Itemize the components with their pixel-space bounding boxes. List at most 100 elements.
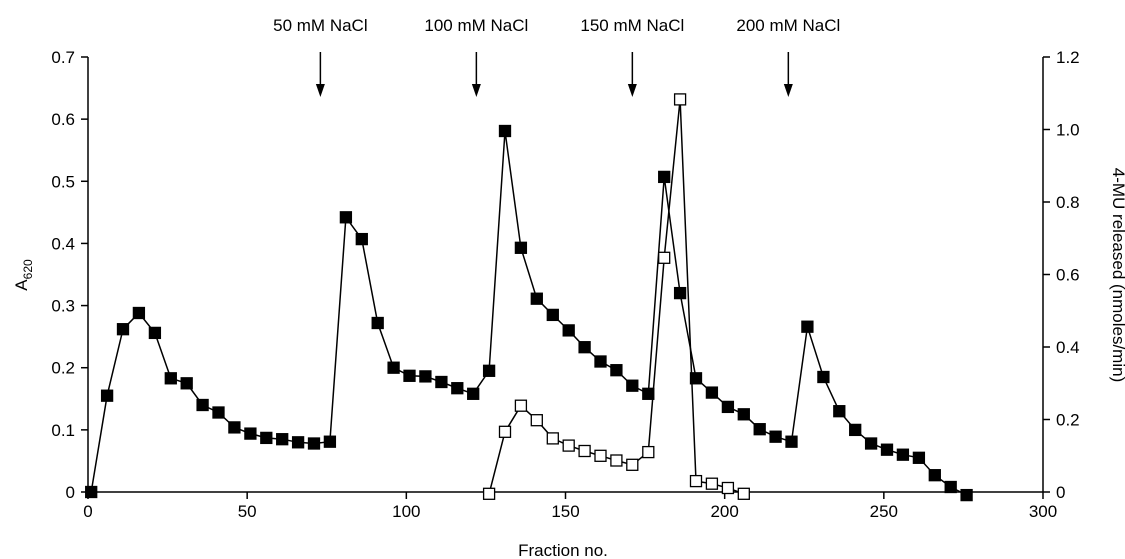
x-axis-label: Fraction no. xyxy=(518,541,608,559)
y-tick-label: 0.5 xyxy=(51,172,75,191)
series-1-point xyxy=(244,427,257,440)
series-1-point xyxy=(626,379,639,392)
series-2-point xyxy=(705,477,719,490)
x-tick-label: 300 xyxy=(1029,502,1057,521)
series-1-point xyxy=(260,431,273,445)
series-2-point xyxy=(546,432,559,445)
y2-tick-label: 0.2 xyxy=(1056,411,1080,430)
series-1-point xyxy=(196,398,209,412)
series-2-point xyxy=(498,425,512,438)
series-2-point xyxy=(610,454,623,467)
series-1-point xyxy=(610,364,623,377)
series-2-point xyxy=(562,439,575,452)
series-1-point xyxy=(307,437,321,450)
series-1-point xyxy=(578,341,591,354)
series-1-point xyxy=(291,436,305,449)
series-1-point xyxy=(339,211,353,224)
series-1-point xyxy=(944,480,957,494)
series-1-point xyxy=(912,451,926,464)
series-1-line xyxy=(90,130,967,496)
series-2-point xyxy=(514,399,528,412)
series-1-point xyxy=(562,324,575,337)
series-2-point xyxy=(658,251,671,264)
series-1-point xyxy=(387,361,400,374)
series-1-point xyxy=(85,485,98,499)
series-1-point xyxy=(849,423,862,437)
series-1-point xyxy=(928,469,941,482)
y-tick-label: 0.6 xyxy=(51,110,75,129)
series-1-point xyxy=(180,377,193,390)
series-1-point xyxy=(785,435,798,448)
series-1-point xyxy=(164,372,177,385)
series-1-point xyxy=(594,355,607,368)
y-axis-label-subscript: 620 xyxy=(21,259,35,279)
series-1-point xyxy=(276,433,289,446)
y-tick-label: 0.4 xyxy=(51,234,75,253)
series-1-point xyxy=(673,286,687,300)
series-2-line xyxy=(488,99,745,495)
series-1-point xyxy=(705,386,719,399)
y-tick-label: 0.1 xyxy=(51,421,75,440)
series-1-point xyxy=(817,370,830,384)
series-1-point xyxy=(482,364,496,377)
series-1-point xyxy=(419,370,432,383)
y2-tick-label: 0.8 xyxy=(1056,193,1080,212)
annotations: 50 mM NaCl 100 mM NaCl 150 mM NaCl 200 mM N… xyxy=(273,16,840,97)
series-2-point xyxy=(578,444,591,458)
series-1-point xyxy=(689,372,703,385)
series-1-point xyxy=(769,430,782,443)
annotation-label: 100 mM NaCl xyxy=(424,16,528,35)
y2-tick-label: 0.6 xyxy=(1056,266,1080,285)
series-1-point xyxy=(530,292,543,305)
annotation-arrow-head xyxy=(315,84,325,97)
y-tick-label: 0.3 xyxy=(51,297,75,316)
series-2-point xyxy=(689,474,703,488)
series-1-point xyxy=(132,306,146,320)
y-tick-label: 0.7 xyxy=(51,48,75,67)
series-1-point xyxy=(737,408,750,421)
series-1-point xyxy=(498,124,512,138)
y2-tick-label: 0.4 xyxy=(1056,338,1080,357)
y-tick-label: 0 xyxy=(66,483,75,502)
series-1-point xyxy=(864,437,878,450)
series-2-point xyxy=(673,93,687,106)
series-2-point xyxy=(737,487,750,500)
y2-tick-label: 0 xyxy=(1056,483,1065,502)
series-2-point xyxy=(721,481,735,495)
annotation-label: 200 mM NaCl xyxy=(736,16,840,35)
series-2-point xyxy=(530,414,543,427)
series-1-point xyxy=(228,421,241,434)
series-1-point xyxy=(658,170,671,184)
annotation-arrow-head xyxy=(471,84,481,97)
x-axis-ticks: 0 50 100 150 200 250 300 xyxy=(83,492,1057,521)
series-1-point xyxy=(116,323,130,336)
series-1-point xyxy=(753,423,766,436)
y2-axis-ticks: 0 0.2 0.4 0.6 0.8 1.0 1.2 xyxy=(1043,48,1080,502)
series-1-point xyxy=(514,241,528,254)
annotation-label: 50 mM NaCl xyxy=(273,16,367,35)
series-1-point xyxy=(960,488,973,502)
series-1-point xyxy=(403,369,416,382)
series-1-point xyxy=(880,443,894,456)
annotation-arrow-head xyxy=(783,84,793,97)
series-1-point xyxy=(801,320,814,333)
series-layer xyxy=(85,93,973,502)
series-1-point xyxy=(212,406,225,419)
series-1-point xyxy=(467,387,480,400)
y-axis-label: A620 xyxy=(12,259,35,291)
x-tick-label: 150 xyxy=(551,502,579,521)
y-axis-ticks: 0 0.1 0.2 0.3 0.4 0.5 0.6 0.7 xyxy=(51,48,88,502)
y-axis-label-main: A xyxy=(12,279,31,291)
series-2-point xyxy=(626,458,639,471)
y-tick-label: 0.2 xyxy=(51,359,75,378)
series-1-point xyxy=(642,387,655,400)
series-2-point xyxy=(482,487,496,500)
series-1-point xyxy=(896,448,910,461)
y2-tick-label: 1.0 xyxy=(1056,121,1080,140)
series-1-point xyxy=(371,316,384,330)
series-1-point xyxy=(148,326,162,340)
x-tick-label: 50 xyxy=(238,502,257,521)
y2-tick-label: 1.2 xyxy=(1056,48,1080,67)
x-tick-label: 200 xyxy=(710,502,738,521)
